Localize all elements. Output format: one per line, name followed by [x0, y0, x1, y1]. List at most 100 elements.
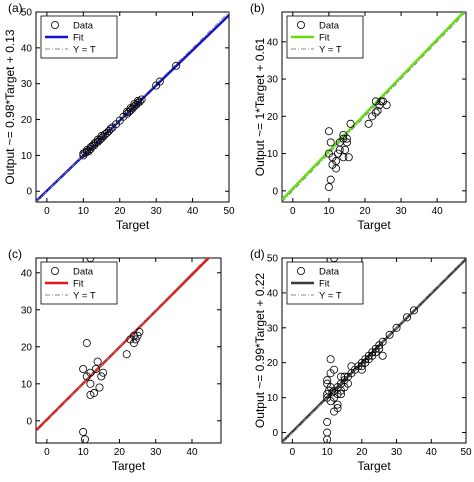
data-point	[155, 77, 164, 86]
legend-label-fit: Fit	[319, 33, 330, 44]
data-point	[324, 127, 333, 136]
data-point	[340, 372, 349, 381]
axes-frame	[35, 257, 222, 444]
data-point	[90, 389, 99, 398]
x-tick-label: 20	[359, 206, 371, 217]
legend-label-data: Data	[319, 267, 340, 278]
x-axis-label: Target	[116, 218, 150, 232]
data-point	[131, 335, 140, 344]
y-tick-label: 30	[267, 323, 279, 334]
x-tick-label: 0	[44, 206, 50, 217]
data-point	[323, 418, 332, 427]
data-point	[330, 365, 339, 374]
data-point	[99, 368, 108, 377]
legend-label-data: Data	[73, 21, 94, 32]
data-point	[172, 61, 181, 70]
data-point	[378, 337, 387, 346]
data-point	[326, 383, 335, 392]
data-point	[91, 364, 100, 373]
data-point	[133, 331, 142, 340]
data-point	[382, 101, 391, 110]
data-point	[409, 306, 418, 315]
data-point	[79, 427, 88, 436]
data-point	[371, 97, 380, 106]
y-tick-label: 10	[267, 149, 279, 160]
legend-label-data: Data	[319, 21, 340, 32]
data-point	[339, 153, 348, 162]
x-tick-label: 40	[186, 447, 198, 458]
x-axis-label: Target	[112, 459, 146, 473]
legend-marker-data	[51, 20, 60, 29]
data-point	[323, 435, 332, 443]
legend-marker-data	[296, 20, 305, 29]
data-point	[333, 390, 342, 399]
y-tick-label: 40	[21, 43, 33, 54]
data-point	[344, 153, 353, 162]
panel-d: (d) 0 10 20 30 40 50 0 10 20 30 40 50 Target Output ~=…	[250, 247, 472, 473]
panel-label: (b)	[250, 1, 265, 15]
y-tick-label: 0	[26, 187, 32, 198]
data-point	[333, 400, 342, 409]
y-tick-label: 30	[21, 79, 33, 90]
panel-b: (b) 0 10 20 30 40 0 10 20 30 40 Target Output ~= 1*T…	[250, 1, 467, 232]
data-point	[341, 145, 350, 154]
data-point	[385, 330, 394, 339]
y-tick-label: 40	[267, 37, 279, 48]
data-point	[129, 339, 138, 348]
panel-label: (a)	[8, 1, 23, 15]
data-point	[135, 97, 144, 106]
x-tick-label: 0	[290, 206, 296, 217]
panel-label: (d)	[250, 247, 265, 261]
legend-label-identity: Y = T	[73, 291, 96, 302]
x-tick-label: 30	[150, 447, 162, 458]
legend-marker-data	[51, 266, 60, 275]
data-point	[79, 364, 88, 373]
y-axis-label: Output ~= 1*Target + 0.61	[253, 37, 267, 176]
data-point	[333, 404, 342, 413]
y-tick-label: 0	[26, 416, 32, 427]
legend-label-data: Data	[73, 267, 94, 278]
x-tick-label: 50	[460, 447, 472, 458]
data-point	[106, 124, 115, 133]
y-axis-label: Output ~= 0.99*Target + 0.22	[253, 273, 267, 428]
data-point	[373, 106, 382, 115]
data-point	[333, 149, 342, 158]
data-point	[378, 351, 387, 360]
y-tick-label: 20	[267, 112, 279, 123]
data-point	[323, 376, 332, 385]
x-tick-label: 0	[44, 447, 50, 458]
x-axis-label: Target	[357, 218, 391, 232]
axes-frame	[281, 257, 467, 444]
y-tick-label: 10	[267, 393, 279, 404]
y-axis-label: Output ~= 0.98*Target + 0.13	[3, 29, 17, 184]
legend-label-fit: Fit	[73, 33, 84, 44]
data-point	[392, 323, 401, 332]
x-tick-label: 30	[395, 206, 407, 217]
data-point	[342, 138, 351, 147]
x-tick-label: 30	[391, 447, 403, 458]
x-tick-label: 20	[114, 447, 126, 458]
y-tick-label: 10	[21, 151, 33, 162]
data-point	[326, 175, 335, 184]
y-tick-label: 20	[21, 342, 33, 353]
data-point	[86, 390, 95, 399]
x-tick-label: 10	[322, 447, 334, 458]
x-tick-label: 0	[290, 447, 296, 458]
x-axis-label: Target	[357, 459, 391, 473]
legend-label-identity: Y = T	[73, 45, 96, 56]
data-point	[328, 388, 337, 397]
x-tick-label: 50	[223, 206, 235, 217]
x-tick-label: 10	[78, 206, 90, 217]
data-point	[86, 368, 95, 377]
x-tick-label: 30	[151, 206, 163, 217]
y-tick-label: 0	[272, 428, 278, 439]
data-point	[97, 372, 106, 381]
axes-frame	[281, 11, 467, 203]
data-point	[326, 355, 335, 364]
x-tick-label: 10	[323, 206, 335, 217]
data-point	[337, 390, 346, 399]
data-point	[326, 138, 335, 147]
legend-label-fit: Fit	[319, 279, 330, 290]
x-tick-label: 20	[356, 447, 368, 458]
